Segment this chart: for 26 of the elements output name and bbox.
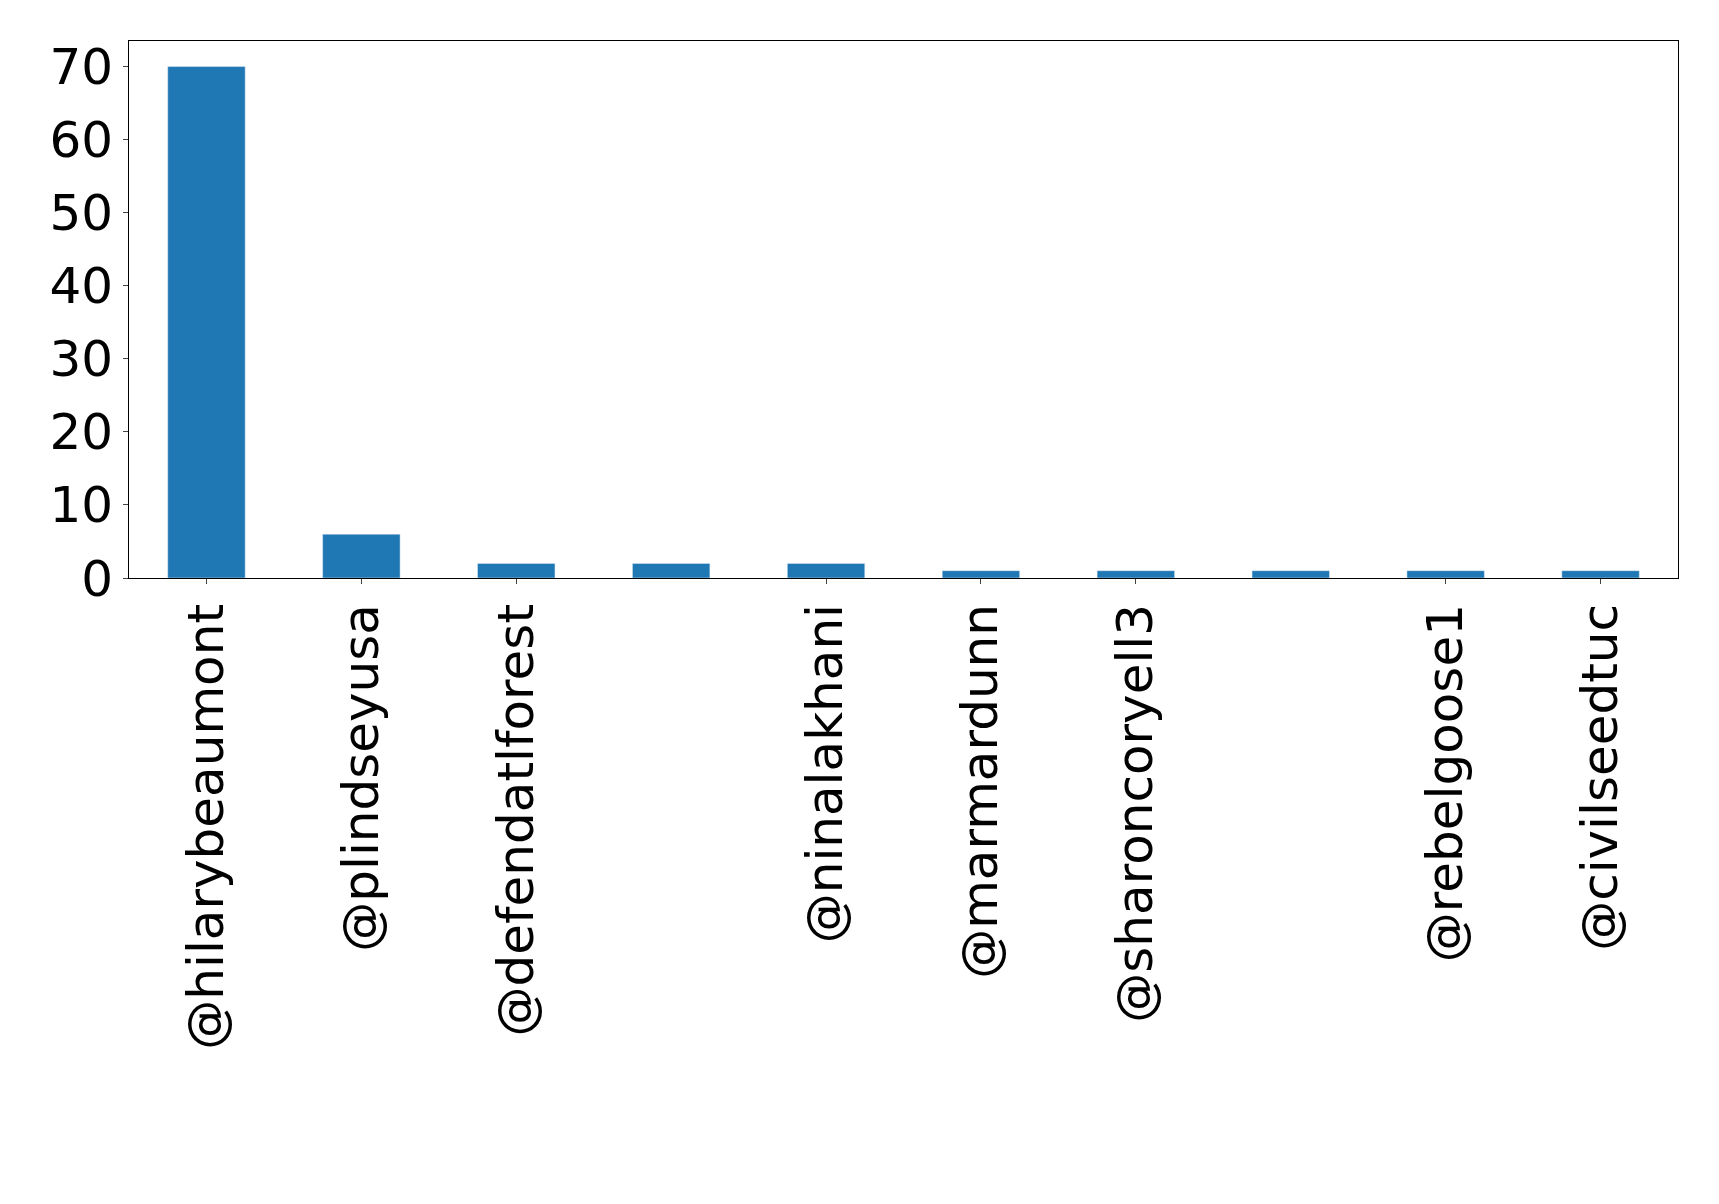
bar bbox=[1406, 570, 1485, 578]
bar bbox=[477, 563, 556, 578]
x-tick-label: @defendatlforest bbox=[486, 604, 545, 1037]
bar bbox=[1251, 570, 1330, 578]
y-tick-label: 10 bbox=[49, 476, 113, 535]
y-tick-label: 20 bbox=[49, 403, 113, 462]
x-tick-label: @civilseedtuc bbox=[1570, 604, 1629, 951]
bar bbox=[632, 563, 711, 578]
x-tick-label: @marmardunn bbox=[951, 604, 1010, 979]
y-tick-label: 60 bbox=[49, 111, 113, 170]
y-tick-label: 0 bbox=[81, 549, 113, 608]
bar bbox=[941, 570, 1020, 578]
x-tick-label: @hilarybeaumont bbox=[176, 604, 235, 1050]
y-tick-label: 40 bbox=[49, 257, 113, 316]
y-tick-label: 30 bbox=[49, 330, 113, 389]
bar bbox=[1096, 570, 1175, 578]
bar bbox=[167, 66, 246, 578]
y-tick-label: 70 bbox=[49, 38, 113, 97]
x-tick-label: @ninalakhani bbox=[796, 604, 855, 944]
x-tick-label: @rebelgoose1 bbox=[1415, 604, 1474, 963]
bar bbox=[322, 533, 401, 578]
y-tick-label: 50 bbox=[49, 184, 113, 243]
x-tick-label: @plindseyusa bbox=[331, 604, 390, 952]
bar bbox=[787, 563, 866, 578]
x-tick-label: @sharoncoryell3 bbox=[1106, 604, 1165, 1023]
bar bbox=[1561, 570, 1640, 578]
